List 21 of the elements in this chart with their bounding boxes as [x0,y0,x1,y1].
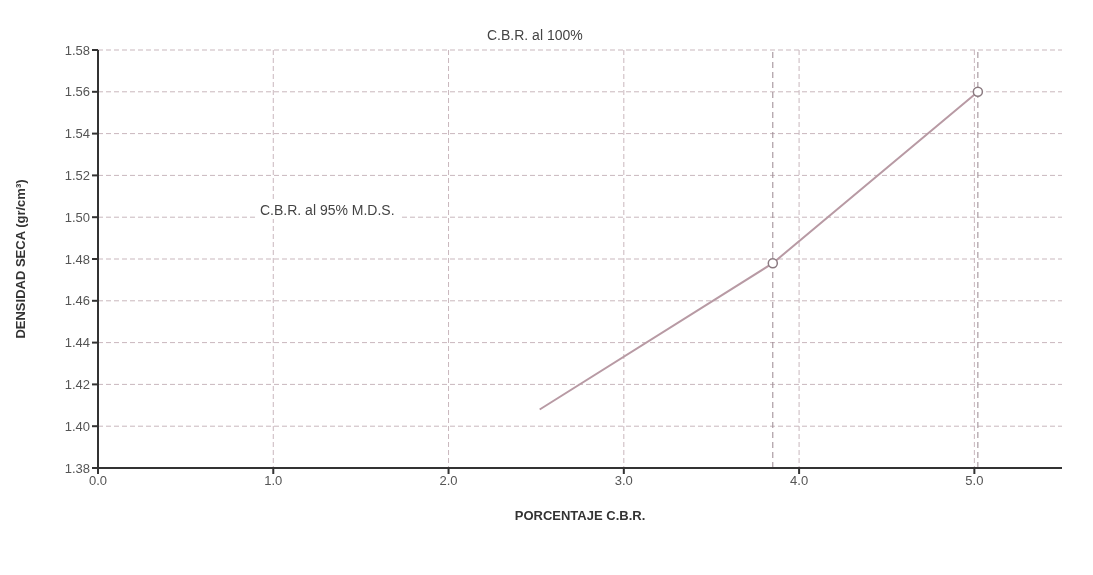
text: C.B.R. al 100% [483,26,587,44]
y-tick-label: 1.56 [64,84,90,100]
x-tick-label: 4.0 [790,473,809,489]
y-tick-label: 1.52 [64,168,90,184]
annotation: C.B.R. al 95% M.D.S. [256,201,399,219]
x-tick-label: 0.0 [88,473,108,489]
x-tick-label: 5.0 [965,473,984,489]
y-tick-label: 1.50 [64,209,90,225]
y-tick-label: 1.54 [64,126,90,142]
y-tick-label: 1.38 [64,460,90,476]
y-tick-label: 1.58 [64,42,90,58]
x-axis-title: PORCENTAJE C.B.R. [514,508,646,523]
y-tick-label: 1.46 [64,293,90,309]
x-tick-label: 3.0 [614,473,633,489]
y-tick-label: 1.44 [64,335,90,351]
y-tick-label: 1.40 [64,418,90,434]
y-tick-label: 1.48 [64,251,90,267]
y-axis-title: DENSIDAD SECA (gr/cm³) [12,179,28,339]
y-tick-label: 1.42 [64,377,90,393]
x-tick-label: 2.0 [439,473,458,489]
x-tick-label: 1.0 [264,473,283,489]
